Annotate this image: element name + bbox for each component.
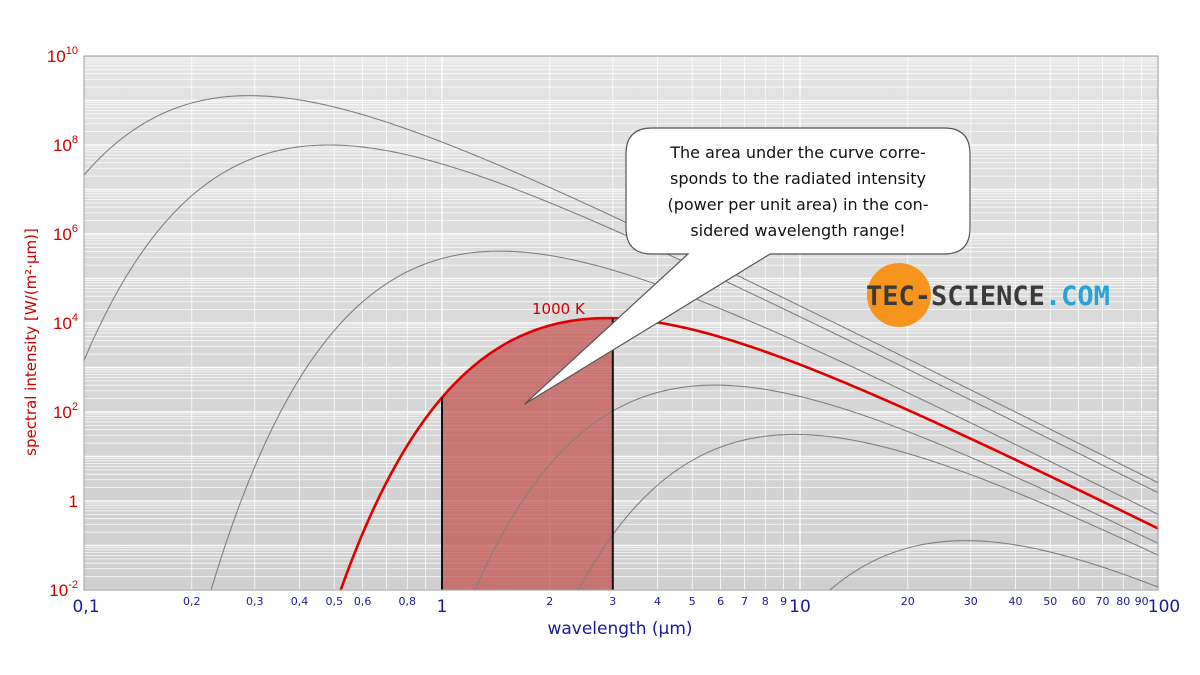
range-bounds-layer	[441, 318, 614, 590]
series-line-highlighted	[339, 316, 1158, 590]
callout-line: sidered wavelength range!	[690, 221, 905, 240]
series-line	[84, 95, 1158, 484]
logo: TEC-SCIENCE.COM	[866, 263, 1110, 327]
x-tick-label: 0,5	[325, 595, 343, 608]
x-tick-label: 20	[901, 595, 915, 608]
y-tick-label: 1	[69, 492, 78, 511]
callout-text: The area under the curve corre-sponds to…	[667, 143, 928, 240]
callout-line: The area under the curve corre-	[669, 143, 926, 162]
x-tick-label: 60	[1072, 595, 1086, 608]
x-tick-label: 0,1	[72, 597, 99, 617]
shaded-region	[442, 318, 613, 590]
x-tick-label: 4	[654, 595, 661, 608]
y-tick-label: 1010	[47, 45, 78, 66]
x-tick-label: 0,6	[354, 595, 372, 608]
x-tick-label: 6	[717, 595, 724, 608]
logo-text: TEC-SCIENCE.COM	[866, 281, 1110, 312]
y-axis-label: spectral intensity [W/(m²·µm)]	[22, 228, 40, 456]
x-tick-label: 10	[789, 597, 811, 617]
x-tick-label: 1	[437, 597, 448, 617]
series-line	[829, 540, 1158, 590]
y-tick-label: 106	[53, 223, 78, 244]
shaded-area-layer	[442, 318, 613, 590]
x-tick-label: 8	[762, 595, 769, 608]
x-tick-label: 2	[546, 595, 553, 608]
x-tick-label: 9	[780, 595, 787, 608]
annotation-callout: The area under the curve corre-sponds to…	[524, 127, 971, 405]
y-tick-label: 108	[53, 134, 78, 155]
series-line	[577, 433, 1158, 590]
plot-frame	[83, 55, 1159, 591]
x-tick-label: 40	[1009, 595, 1023, 608]
x-tick-label: 70	[1096, 595, 1110, 608]
x-tick-label: 7	[741, 595, 748, 608]
x-tick-labels: 0,1 0,2 0,3 0,4 0,5 0,6 0,8 1 2 3 4 5 6 7 8 9 10 20 30 40 50…	[72, 595, 1180, 617]
x-tick-label: 90	[1135, 595, 1149, 608]
x-tick-label: 5	[689, 595, 696, 608]
x-tick-label: 0,2	[183, 595, 201, 608]
x-tick-label: 0,8	[399, 595, 417, 608]
curve-label-1000k: 1000 K	[532, 300, 586, 318]
x-tick-label: 80	[1116, 595, 1130, 608]
callout-bubble	[524, 127, 971, 405]
callout-line: (power per unit area) in the con-	[667, 195, 928, 214]
curves-layer	[84, 95, 1158, 590]
x-tick-label: 50	[1043, 595, 1057, 608]
logo-circle	[867, 263, 931, 327]
y-tick-labels: 10-2 1 102 104 106 108 1010	[47, 45, 78, 600]
series-line	[84, 144, 1158, 494]
grid	[84, 56, 1158, 590]
x-tick-label: 3	[609, 595, 616, 608]
series-line	[474, 384, 1158, 590]
y-tick-label: 102	[53, 401, 78, 422]
x-axis-label: wavelength (µm)	[547, 619, 692, 639]
y-tick-label: 10-2	[49, 579, 78, 600]
y-tick-label: 104	[53, 312, 78, 333]
callout-line: sponds to the radiated intensity	[670, 169, 926, 188]
x-tick-label: 0,4	[291, 595, 309, 608]
x-tick-label: 0,3	[246, 595, 264, 608]
x-tick-label: 100	[1148, 597, 1180, 617]
x-tick-label: 30	[964, 595, 978, 608]
